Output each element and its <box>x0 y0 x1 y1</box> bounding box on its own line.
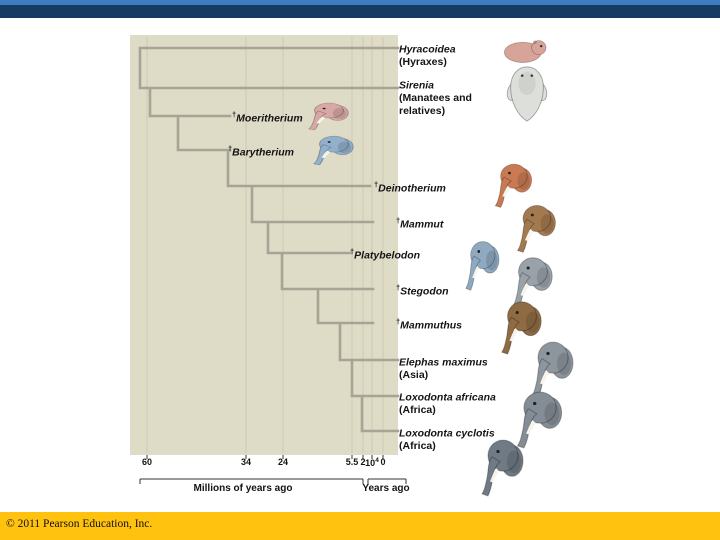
axis-label-millions-of-years: Millions of years ago <box>193 483 293 494</box>
moeritherium-icon <box>308 102 349 131</box>
taxon-label-elephas-maximus: Elephas maximus (Asia) <box>399 356 488 382</box>
taxon-label-barytherium: †Barytherium <box>228 144 295 159</box>
taxon-label-mammuthus: †Mammuthus <box>396 317 463 332</box>
axis-label-years-ago: Years ago <box>362 483 410 494</box>
top-accent-bar <box>0 0 720 5</box>
taxon-label-moeritherium: †Moeritherium <box>232 110 303 125</box>
manatee-icon <box>504 66 550 122</box>
tick-0: 0 <box>380 457 386 467</box>
phylogenetic-tree-svg <box>138 37 407 484</box>
mammut-icon <box>517 205 556 253</box>
taxon-label-sirenia: Sirenia (Manatees and relatives) <box>399 79 472 117</box>
tick-24: 24 <box>277 457 288 467</box>
copyright-text: © 2011 Pearson Education, Inc. <box>6 518 153 530</box>
axis-brackets <box>139 478 407 484</box>
time-gridlines <box>146 37 384 453</box>
footer-bar: © 2011 Pearson Education, Inc. <box>0 512 720 540</box>
tick-34: 34 <box>240 457 251 467</box>
taxon-label-loxodonta-africana: Loxodonta africana (Africa) <box>399 391 496 417</box>
barytherium-icon <box>313 135 354 166</box>
tick-10e4: 104 <box>365 457 379 468</box>
axis-tick-marks <box>146 455 384 459</box>
top-title-bar <box>0 5 720 18</box>
tree-branches <box>138 46 400 433</box>
tick-60: 60 <box>141 457 152 467</box>
tree-plot-background <box>130 35 398 455</box>
platybelodon-icon <box>465 241 500 291</box>
taxon-label-hyracoidea: Hyracoidea (Hyraxes) <box>399 43 456 69</box>
taxon-label-mammut: †Mammut <box>396 216 444 231</box>
taxon-label-deinotherium: †Deinotherium <box>374 180 446 195</box>
tick-2: 2 <box>360 457 366 467</box>
tick-5-5: 5.5 <box>345 457 359 467</box>
hyrax-icon <box>503 39 547 63</box>
loxodonta-cyclotis-icon <box>481 439 524 497</box>
taxon-label-loxodonta-cyclotis: Loxodonta cyclotis (Africa) <box>399 427 495 453</box>
taxon-label-platybelodon: †Platybelodon <box>350 247 421 262</box>
taxon-label-stegodon: †Stegodon <box>396 283 449 298</box>
